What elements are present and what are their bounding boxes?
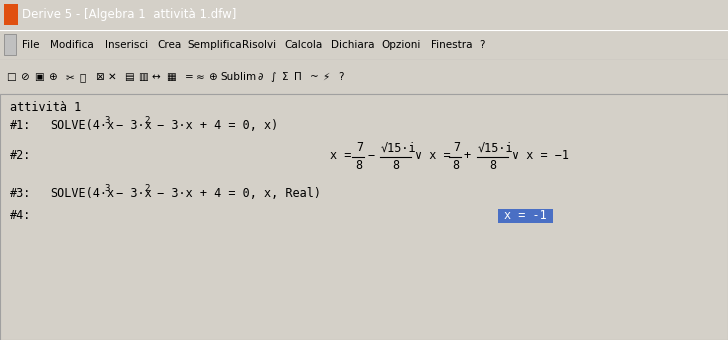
Text: Dichiara: Dichiara: [331, 40, 374, 50]
Text: − 3·x: − 3·x: [108, 187, 151, 200]
Text: 3: 3: [104, 184, 109, 193]
Text: SOLVE(4·x: SOLVE(4·x: [50, 187, 114, 200]
Text: 3: 3: [104, 116, 109, 125]
Text: ✕: ✕: [108, 72, 116, 82]
Text: 7: 7: [453, 141, 460, 154]
Text: Inserisci: Inserisci: [105, 40, 148, 50]
Text: Opzioni: Opzioni: [381, 40, 420, 50]
Text: ▥: ▥: [138, 72, 148, 82]
Text: ⊘: ⊘: [20, 72, 28, 82]
Text: #4:: #4:: [10, 209, 31, 222]
Text: attività 1: attività 1: [10, 101, 82, 114]
Text: Crea: Crea: [157, 40, 181, 50]
Text: ▦: ▦: [166, 72, 175, 82]
Text: ∂: ∂: [258, 72, 264, 82]
Text: Sub: Sub: [220, 72, 240, 82]
Text: ?: ?: [479, 40, 485, 50]
Text: 8: 8: [392, 159, 399, 172]
Text: lim: lim: [240, 72, 256, 82]
Text: #2:: #2:: [10, 149, 31, 162]
Text: +: +: [464, 149, 471, 162]
Text: x = -1: x = -1: [504, 209, 547, 222]
Text: ∫: ∫: [270, 72, 275, 82]
Bar: [4, 34, 16, 55]
Text: Π: Π: [294, 72, 301, 82]
Text: Semplifica: Semplifica: [187, 40, 242, 50]
Text: #1:: #1:: [10, 119, 31, 132]
Text: ≈: ≈: [196, 72, 205, 82]
Text: ▤: ▤: [124, 72, 134, 82]
Text: − 3·x + 4 = 0, x): − 3·x + 4 = 0, x): [149, 119, 278, 132]
Text: 2: 2: [145, 184, 150, 193]
Text: x =: x =: [330, 149, 352, 162]
Text: 8: 8: [452, 159, 459, 172]
Text: − 3·x + 4 = 0, x, Real): − 3·x + 4 = 0, x, Real): [149, 187, 320, 200]
Text: −: −: [367, 149, 374, 162]
Text: 8: 8: [355, 159, 362, 172]
Text: ✂: ✂: [66, 72, 75, 82]
Bar: [4, 4, 18, 26]
Text: #3:: #3:: [10, 187, 31, 200]
Text: Modifica: Modifica: [50, 40, 94, 50]
Text: Risolvi: Risolvi: [242, 40, 276, 50]
Text: ~: ~: [310, 72, 319, 82]
Text: ∨ x = −1: ∨ x = −1: [512, 149, 569, 162]
Text: Finestra: Finestra: [431, 40, 472, 50]
Text: ?: ?: [338, 72, 344, 82]
Text: 2: 2: [145, 116, 150, 125]
Bar: [498, 209, 553, 223]
Text: ∨ x =: ∨ x =: [415, 149, 451, 162]
Text: ⚡: ⚡: [322, 72, 329, 82]
Text: Calcola: Calcola: [284, 40, 323, 50]
Text: ⧉: ⧉: [80, 72, 86, 82]
Text: √15·i: √15·i: [381, 141, 416, 154]
Text: ⊠: ⊠: [95, 72, 104, 82]
Text: Derive 5 - [Algebra 1  attività 1.dfw]: Derive 5 - [Algebra 1 attività 1.dfw]: [22, 8, 237, 21]
Text: ⊕: ⊕: [48, 72, 57, 82]
Text: File: File: [22, 40, 39, 50]
Text: ⊕: ⊕: [208, 72, 217, 82]
Text: SOLVE(4·x: SOLVE(4·x: [50, 119, 114, 132]
Text: ↔: ↔: [152, 72, 161, 82]
Text: 8: 8: [489, 159, 496, 172]
Text: =: =: [185, 72, 194, 82]
Text: − 3·x: − 3·x: [108, 119, 151, 132]
Text: □: □: [6, 72, 16, 82]
Text: √15·i: √15·i: [478, 141, 514, 154]
Text: Σ: Σ: [282, 72, 288, 82]
Text: 7: 7: [356, 141, 363, 154]
Text: ▣: ▣: [34, 72, 44, 82]
